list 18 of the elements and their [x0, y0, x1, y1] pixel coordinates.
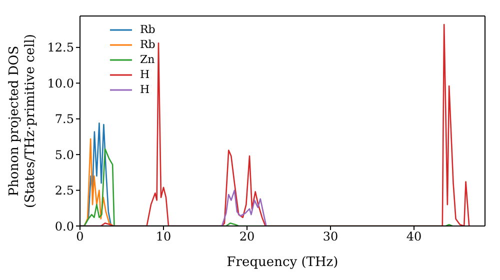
legend-label: Rb [140, 22, 156, 37]
y-tick-label: 5.0 [54, 148, 74, 162]
x-tick-label: 20 [239, 230, 255, 244]
legend-label: Rb [140, 37, 156, 52]
x-tick-label: 30 [322, 230, 338, 244]
y-tick-label: 7.5 [54, 112, 74, 126]
x-tick-label: 40 [406, 230, 422, 244]
x-axis-title: Frequency (THz) [226, 255, 338, 270]
x-tick-label: 0 [76, 230, 84, 244]
legend-label: H [140, 67, 150, 82]
y-tick-label: 10.0 [47, 76, 74, 90]
x-tick-label: 10 [156, 230, 172, 244]
y-tick-label: 12.5 [47, 40, 74, 55]
y-tick-label: 0.0 [54, 219, 74, 234]
y-tick-label: 2.5 [54, 184, 74, 198]
legend-label: H [140, 82, 150, 97]
y-axis-title: Phonon projected DOS (States/THz·primitive cell) [7, 34, 38, 208]
legend-label: Zn [140, 52, 155, 67]
